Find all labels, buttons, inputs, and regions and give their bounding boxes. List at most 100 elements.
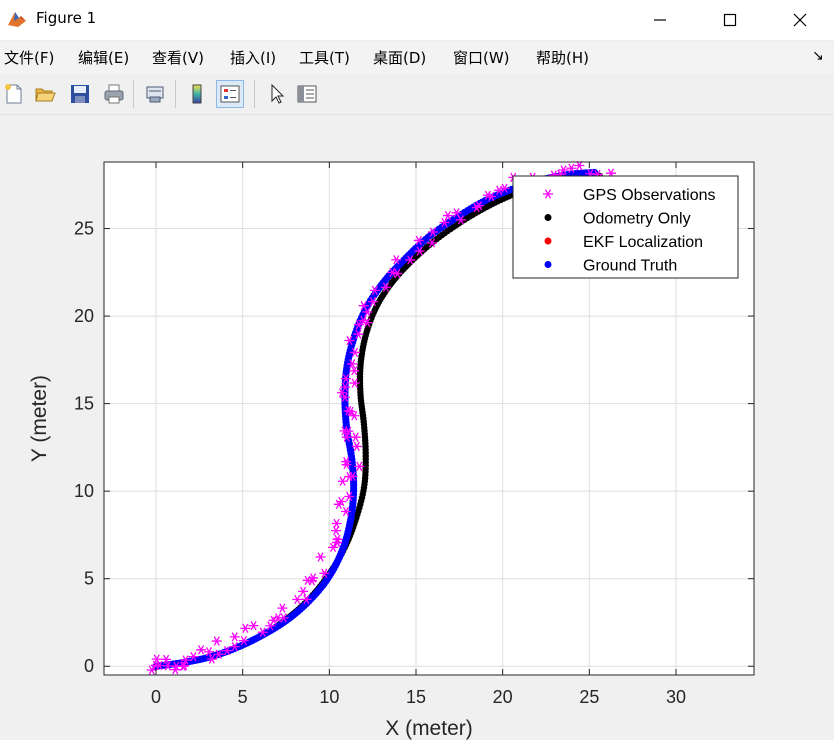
- gps-marker: [558, 165, 569, 175]
- menu-view[interactable]: 查看(V): [152, 49, 204, 67]
- gps-marker: [319, 568, 330, 578]
- gps-marker: [315, 552, 326, 562]
- gps-marker: [391, 255, 402, 265]
- x-tick-label: 5: [238, 687, 248, 707]
- legend-marker: [544, 261, 552, 268]
- gps-marker: [340, 382, 351, 392]
- x-tick-label: 25: [579, 687, 599, 707]
- gps-marker: [354, 461, 365, 472]
- figure-canvas[interactable]: 0 5 10 15 20 25 30 0 5 10 15 20 25 X (meter) Y (mete…: [0, 115, 834, 740]
- new-figure-icon: [5, 84, 22, 104]
- save-button[interactable]: [66, 80, 94, 108]
- gps-marker: [353, 329, 364, 339]
- property-editor-button[interactable]: [293, 80, 321, 108]
- minimize-button[interactable]: [630, 0, 690, 40]
- gps-marker: [151, 654, 162, 664]
- gps-marker: [347, 359, 358, 369]
- gps-marker: [331, 518, 342, 529]
- gps-marker: [349, 411, 360, 421]
- close-icon: [793, 13, 807, 27]
- x-tick-label: 15: [406, 687, 426, 707]
- gps-marker: [574, 160, 585, 171]
- menu-tools[interactable]: 工具(T): [299, 49, 350, 67]
- window-title: Figure 1: [36, 9, 97, 27]
- gps-marker: [308, 573, 319, 583]
- gps-marker: [353, 319, 364, 330]
- link-plot-icon: [146, 86, 164, 103]
- link-plot-button[interactable]: [141, 80, 169, 108]
- x-tick-label: 10: [319, 687, 339, 707]
- gps-marker: [332, 537, 343, 548]
- gps-marker: [301, 594, 312, 605]
- colorbar-button[interactable]: [183, 80, 211, 108]
- gps-marker: [188, 651, 199, 662]
- legend-marker: [543, 189, 553, 199]
- menu-desktop[interactable]: 桌面(D): [373, 49, 427, 67]
- colorbar-icon: [192, 84, 202, 104]
- gps-marker: [146, 665, 157, 675]
- gps-marker: [268, 615, 279, 625]
- menu-edit[interactable]: 编辑(E): [78, 49, 130, 67]
- gps-marker: [339, 426, 350, 436]
- y-tick-label: 25: [74, 219, 94, 239]
- gps-marker: [204, 647, 215, 657]
- y-axis-label: Y (meter): [28, 375, 51, 462]
- print-button[interactable]: [100, 80, 128, 108]
- gps-marker: [179, 661, 190, 671]
- gps-marker: [206, 654, 217, 664]
- gps-marker: [350, 432, 361, 442]
- gps-marker: [238, 635, 249, 646]
- legend-box[interactable]: GPS Observations Odometry Only EKF Localiz…: [512, 175, 739, 279]
- x-tick-label: 30: [666, 687, 686, 707]
- legend-marker: [544, 237, 552, 245]
- new-figure-button[interactable]: [0, 80, 28, 108]
- gps-marker: [340, 373, 351, 384]
- gps-marker: [277, 603, 288, 613]
- figure-toolbar: [0, 74, 834, 115]
- print-icon: [104, 84, 124, 104]
- gps-marker: [341, 456, 352, 467]
- title-bar: Figure 1: [0, 0, 834, 40]
- y-tick-label: 0: [84, 656, 94, 676]
- gps-marker: [367, 296, 378, 307]
- legend-button[interactable]: [216, 80, 244, 108]
- gps-marker: [380, 282, 391, 292]
- dock-arrow-icon[interactable]: ↘: [812, 48, 824, 64]
- gps-marker: [257, 627, 268, 637]
- maximize-button[interactable]: [700, 0, 760, 40]
- gps-marker: [229, 632, 240, 642]
- gps-marker: [455, 215, 466, 225]
- matlab-icon: [6, 8, 28, 30]
- axis-ticks: 0 5 10 15 20 25 30 0 5 10 15 20 25: [74, 162, 754, 707]
- legend-label: EKF Localization: [583, 234, 703, 251]
- gps-marker: [474, 201, 485, 211]
- menu-file[interactable]: 文件(F): [4, 49, 55, 67]
- maximize-icon: [723, 13, 737, 27]
- gps-marker: [566, 163, 577, 173]
- gps-marker: [413, 235, 424, 246]
- legend-label: GPS Observations: [583, 187, 716, 204]
- y-tick-label: 5: [84, 569, 94, 589]
- x-tick-label: 20: [493, 687, 513, 707]
- gps-marker: [341, 432, 352, 442]
- menu-help[interactable]: 帮助(H): [536, 49, 589, 67]
- close-button[interactable]: [770, 0, 830, 40]
- menu-insert[interactable]: 插入(I): [230, 49, 277, 67]
- gps-marker: [494, 185, 505, 195]
- legend-marker: [544, 214, 552, 221]
- gps-marker: [222, 645, 233, 656]
- gps-marker: [405, 255, 416, 265]
- menu-window[interactable]: 窗口(W): [453, 49, 510, 67]
- pointer-button[interactable]: [262, 80, 290, 108]
- gps-marker: [162, 661, 173, 671]
- open-file-button[interactable]: [31, 80, 59, 108]
- open-file-icon: [35, 88, 56, 102]
- gps-marker: [161, 654, 172, 665]
- gps-marker: [486, 191, 497, 202]
- gps-marker: [387, 267, 398, 278]
- gps-marker: [344, 491, 355, 502]
- gps-marker: [351, 441, 362, 452]
- gps-marker: [333, 499, 344, 509]
- gps-marker: [240, 623, 251, 633]
- gps-marker: [499, 183, 510, 193]
